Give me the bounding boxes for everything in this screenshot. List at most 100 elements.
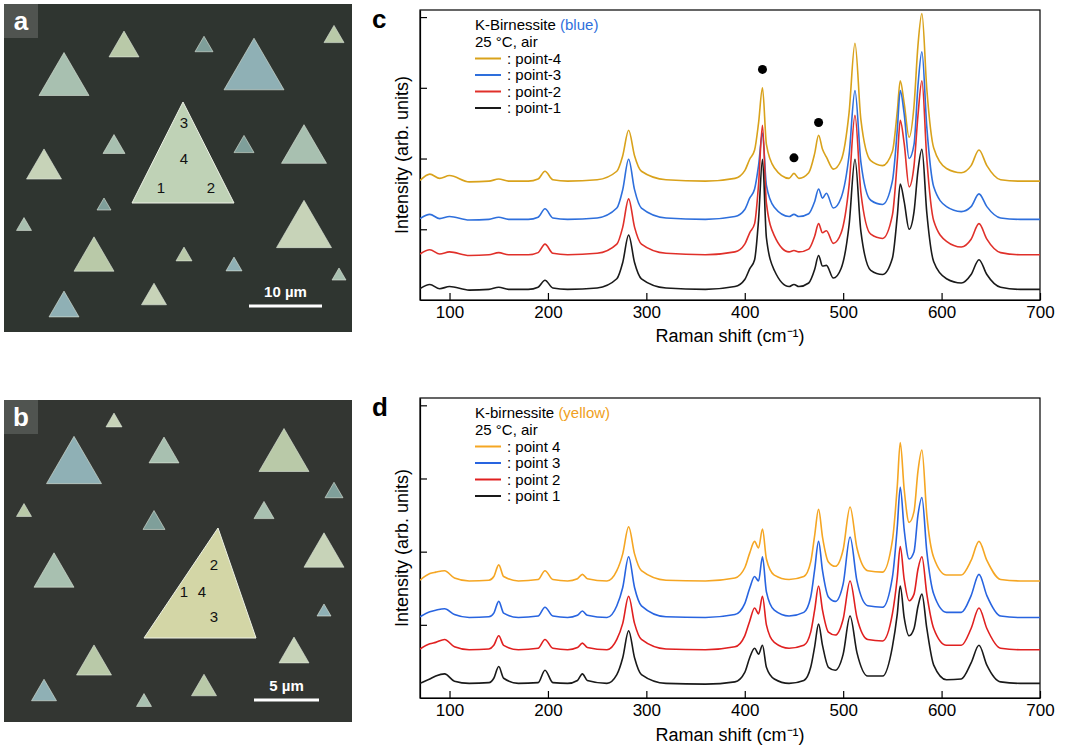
x-axis-title: Raman shift (cm⁻¹) <box>655 725 804 745</box>
legend-entry: : point 1 <box>507 487 560 504</box>
legend-subtitle: 25 °C, air <box>475 421 538 438</box>
x-tick-mark <box>843 293 844 300</box>
y-axis-line <box>420 11 421 301</box>
legend-title-part: K-Birnessite <box>475 16 560 33</box>
x-tick-label: 700 <box>1026 701 1054 720</box>
x-tick: 400 <box>731 293 759 322</box>
spectrum-line <box>420 487 1040 617</box>
crystal <box>192 674 217 696</box>
crystal <box>224 38 284 90</box>
legend: K-birnessite (yellow)25 °C, air: point 4… <box>475 404 610 504</box>
scale-bar-label: 10 µm <box>264 283 307 300</box>
crystal-main <box>144 528 256 638</box>
x-tick-mark <box>1040 691 1041 698</box>
x-tick: 600 <box>928 293 956 322</box>
legend-entry: : point 3 <box>507 454 560 471</box>
y-axis <box>420 11 427 301</box>
x-axis: 100 200 300 400 500 600 700 <box>421 691 1055 720</box>
micrograph: 12345 µmb <box>4 400 352 722</box>
x-tick-label: 600 <box>928 303 956 322</box>
x-axis-line <box>421 698 1041 699</box>
x-tick-mark <box>1040 293 1041 300</box>
y-tick-mark <box>420 158 427 159</box>
micrograph-content <box>4 400 352 722</box>
x-tick: 600 <box>928 691 956 720</box>
plot-frame <box>420 398 1040 698</box>
legend-swatch <box>475 462 501 464</box>
peak-marker <box>758 65 767 74</box>
x-tick-mark <box>941 293 942 300</box>
chart: 100200300400500600700Raman shift (cm⁻¹)I… <box>372 4 1055 346</box>
x-tick-label: 400 <box>731 303 759 322</box>
x-tick: 700 <box>1026 691 1054 720</box>
x-tick: 500 <box>829 691 857 720</box>
crystal <box>34 553 74 587</box>
x-tick-mark <box>843 691 844 698</box>
legend-swatch <box>475 479 501 481</box>
crystal <box>142 283 167 305</box>
point-label: 2 <box>207 179 215 196</box>
y-axis-line <box>420 399 421 699</box>
legend-entry: : point-4 <box>507 50 561 67</box>
crystal <box>149 437 179 463</box>
chart: 100 200 300 400 500 600 700 Raman shift (cm⁻¹) I… <box>372 392 1055 745</box>
y-tick <box>420 88 427 89</box>
x-tick: 100 <box>436 691 464 720</box>
x-tick: 300 <box>633 691 661 720</box>
x-axis-line <box>421 300 1041 301</box>
point-label: 4 <box>180 150 188 167</box>
legend-entry: : point-2 <box>507 83 561 100</box>
micrograph-background <box>4 4 352 332</box>
legend-swatch <box>475 495 501 497</box>
x-tick-label: 500 <box>829 701 857 720</box>
x-tick-label: 200 <box>534 701 562 720</box>
crystal <box>176 247 192 261</box>
spectrum-line <box>420 586 1040 684</box>
panel-label: d <box>372 392 388 422</box>
legend-entry: : point 2 <box>507 471 560 488</box>
x-tick: 700 <box>1026 293 1054 322</box>
x-axis: 100200300400500600700 <box>421 293 1055 322</box>
plot-frame <box>420 10 1040 300</box>
crystal <box>106 413 122 427</box>
y-axis-title: Intensity (arb. units) <box>392 469 412 627</box>
x-tick-mark <box>745 293 746 300</box>
x-tick-mark <box>449 691 450 698</box>
y-tick <box>420 625 427 626</box>
x-axis-title: Raman shift (cm⁻¹) <box>655 326 804 346</box>
legend-swatch <box>475 74 501 76</box>
x-tick-mark <box>449 293 450 300</box>
peak-marker <box>789 153 798 162</box>
y-tick-mark <box>420 478 427 479</box>
x-tick: 300 <box>633 293 661 322</box>
point-label: 2 <box>210 556 218 573</box>
micrograph: 123410 µma <box>4 4 352 332</box>
spectrum-line <box>420 443 1040 581</box>
crystal <box>17 504 32 517</box>
x-tick-mark <box>548 293 549 300</box>
crystal-main <box>132 102 234 203</box>
x-tick: 400 <box>731 691 759 720</box>
spectrum-line <box>420 52 1040 220</box>
legend-title: K-Birnessite (blue) <box>475 16 598 33</box>
peak-marker <box>814 118 823 127</box>
plot-area <box>420 443 1040 684</box>
crystal <box>143 511 165 530</box>
legend-swatch <box>475 107 501 109</box>
y-tick <box>420 159 427 160</box>
scale-bar-label: 5 µm <box>269 677 304 694</box>
scale-bar <box>254 699 319 702</box>
y-tick <box>420 229 427 230</box>
crystal <box>17 218 32 231</box>
crystal <box>282 125 327 164</box>
y-tick <box>420 17 427 18</box>
crystal <box>304 533 344 567</box>
spectrum-line <box>420 547 1040 650</box>
crystal <box>97 198 111 210</box>
figure: 123410 µma12345 µmb100200300400500600700… <box>0 0 1083 752</box>
x-tick: 200 <box>534 691 562 720</box>
crystal <box>332 268 346 280</box>
x-tick: 100 <box>436 293 464 322</box>
legend-swatch <box>475 58 501 60</box>
y-axis <box>420 399 427 699</box>
